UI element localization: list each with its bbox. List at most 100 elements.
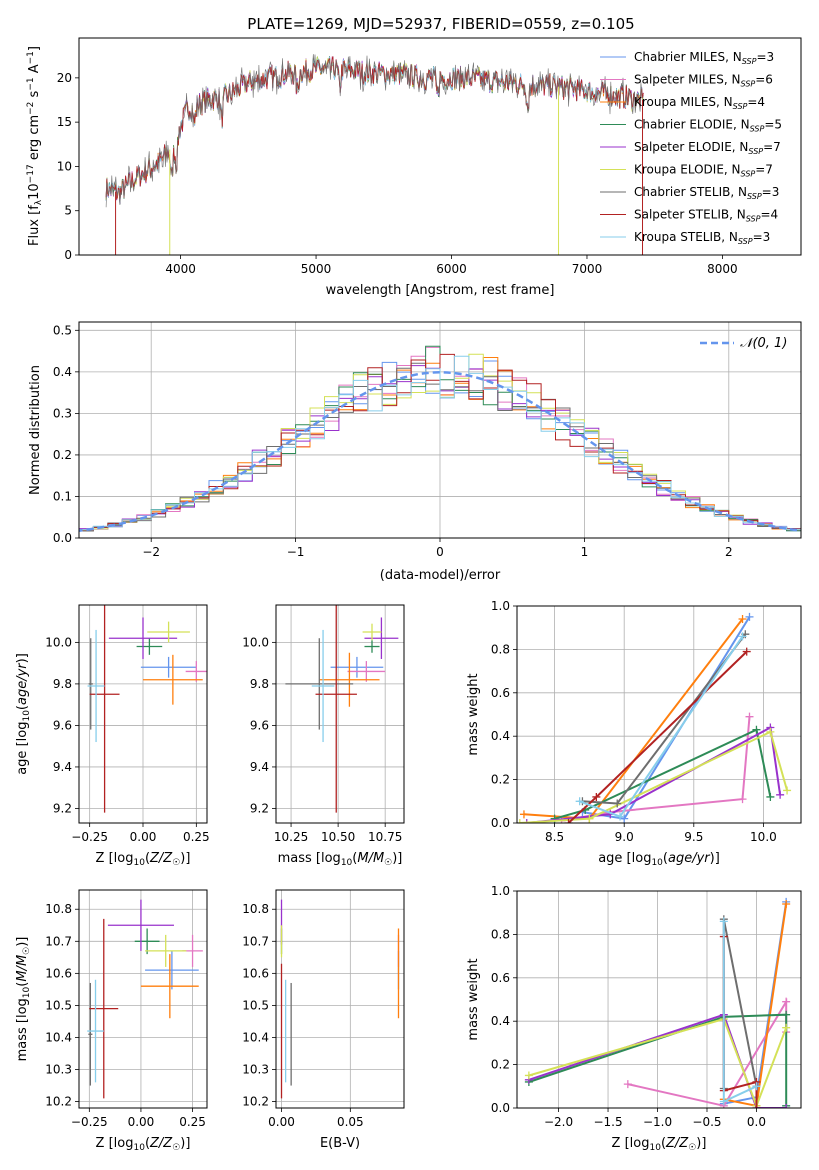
weight-marker — [782, 1023, 791, 1032]
x-tick-label: 0.00 — [130, 830, 157, 844]
chart-residual-histogram: −2 −1 0 1 2 0.0 0.1 0.2 0.3 0.4 0.5 (data-model)/er… — [28, 321, 802, 583]
y-tick-label: 10.5 — [45, 998, 72, 1012]
x-tick-label: 7000 — [572, 262, 603, 276]
spectrum-line — [105, 55, 644, 203]
weight-marker — [738, 615, 747, 624]
y-tick-label: 10.0 — [242, 635, 269, 649]
spectrum-line — [105, 54, 644, 208]
y-tick-label: 10.4 — [45, 1030, 72, 1044]
chart-age-vs-mass: 10.25 10.50 10.75 9.2 9.4 9.6 9.8 10.0 mass [log… — [242, 604, 405, 868]
y-tick-label: 9.8 — [53, 677, 72, 691]
axes-frame — [516, 605, 802, 824]
weight-marker — [752, 725, 761, 734]
legend-entry: Salpeter ELODIE, NSSP=7 — [634, 140, 781, 156]
weight-line — [523, 618, 744, 820]
y-tick-label: 9.6 — [53, 718, 72, 732]
y-tick-label: 0.8 — [491, 642, 510, 656]
weight-marker — [719, 1097, 728, 1106]
legend-entry: Chabrier STELIB, NSSP=3 — [634, 185, 779, 201]
spectrum-line — [105, 55, 644, 201]
y-tick-label: 0.2 — [491, 1058, 510, 1072]
y-tick-label: 0.0 — [53, 531, 72, 545]
plot-area — [524, 897, 791, 1108]
x-axis-label: E(B-V) — [320, 1136, 360, 1151]
weight-marker — [783, 786, 792, 795]
weight-marker — [564, 819, 573, 823]
plot-area — [517, 612, 792, 823]
chart-mass-vs-Z: −0.25 0.00 0.25 10.2 10.3 10.4 10.5 10.6 10.7 10.… — [15, 889, 208, 1153]
x-tick-label: 0.00 — [128, 1115, 155, 1129]
y-tick-label: 0.4 — [53, 365, 72, 379]
x-axis-label: Z [log10(Z/Z☉)] — [612, 1136, 707, 1153]
weight-marker — [752, 1104, 761, 1108]
x-axis-label: Z [log10(Z/Z☉)] — [96, 851, 191, 868]
weight-marker — [592, 792, 601, 801]
legend-entry: Chabrier MILES, NSSP=3 — [634, 50, 774, 66]
y-tick-label: 0.5 — [53, 323, 72, 337]
y-tick-label: 10.3 — [242, 1063, 269, 1077]
y-tick-label: 10.0 — [45, 635, 72, 649]
spectrum-line — [105, 56, 644, 204]
x-tick-label: −2.0 — [544, 1115, 573, 1129]
weight-marker — [745, 712, 754, 721]
weight-marker — [742, 647, 751, 656]
y-tick-label: 20 — [57, 71, 72, 85]
weight-marker — [575, 797, 584, 806]
y-tick-label: 0.2 — [491, 773, 510, 787]
weight-marker — [620, 814, 629, 823]
weight-marker — [585, 814, 594, 823]
x-tick-label: 0 — [436, 545, 444, 559]
chart-mass-vs-ebv: 0.00 0.05 10.2 10.3 10.4 10.5 10.6 10.7 10.8 E(B-… — [242, 889, 405, 1151]
y-tick-label: 10.6 — [242, 966, 269, 980]
y-tick-label: 10.2 — [45, 1095, 72, 1109]
x-axis-label: Z [log10(Z/Z☉)] — [96, 1136, 191, 1153]
weight-marker — [752, 1082, 761, 1091]
y-tick-label: 1.0 — [491, 599, 510, 613]
weight-marker — [524, 1071, 533, 1080]
x-tick-label: 0.00 — [268, 1115, 295, 1129]
weight-marker — [776, 790, 785, 799]
axes-frame — [516, 890, 802, 1109]
y-tick-label: 10.4 — [242, 1030, 269, 1044]
weight-line — [528, 1013, 788, 1106]
x-tick-label: −0.25 — [71, 830, 108, 844]
x-axis-label: age [log10(age/yr)] — [598, 851, 720, 868]
y-tick-label: 9.6 — [250, 718, 269, 732]
x-tick-label: −1.0 — [643, 1115, 672, 1129]
weight-marker — [616, 812, 625, 821]
x-tick-label: 10.50 — [321, 830, 355, 844]
y-tick-label: 0.1 — [53, 489, 72, 503]
x-tick-label: 9.0 — [615, 830, 634, 844]
weight-marker — [517, 819, 524, 823]
legend: Chabrier MILES, NSSP=3 Salpeter MILES, NS… — [600, 50, 782, 246]
legend-entry: Kroupa ELODIE, NSSP=7 — [634, 163, 773, 179]
weight-marker — [766, 792, 775, 801]
y-tick-label: 9.8 — [250, 677, 269, 691]
y-tick-label: 10.2 — [242, 1095, 269, 1109]
legend-entry: Chabrier ELODIE, NSSP=5 — [634, 118, 782, 134]
legend-entry: Kroupa MILES, NSSP=4 — [634, 95, 765, 111]
x-tick-label: −0.25 — [71, 1115, 108, 1129]
legend-entry: Kroupa STELIB, NSSP=3 — [634, 230, 770, 246]
weight-marker — [719, 917, 728, 926]
axes-frame — [78, 37, 802, 256]
y-tick-label: 10.5 — [242, 998, 269, 1012]
y-tick-label: 0.2 — [53, 448, 72, 462]
x-tick-label: 4000 — [165, 262, 196, 276]
y-tick-label: 1.0 — [491, 884, 510, 898]
x-tick-label: 8000 — [707, 262, 738, 276]
y-tick-label: 10.8 — [45, 902, 72, 916]
x-tick-label: 1 — [581, 545, 589, 559]
y-tick-label: 0 — [64, 248, 72, 262]
weight-marker — [745, 612, 754, 621]
axes-frame — [78, 889, 208, 1109]
y-tick-label: 5 — [64, 204, 72, 218]
chart-mass-weight-vs-Z: −2.0 −1.5 −1.0 −0.5 0.0 0.0 0.2 0.4 0.6 0.8 1.0 Z [… — [466, 884, 802, 1153]
x-tick-label: 8.5 — [545, 830, 564, 844]
plot-area — [285, 605, 399, 813]
spectrum-line — [105, 58, 644, 203]
x-tick-label: 0.25 — [183, 830, 210, 844]
chart-age-vs-Z: −0.25 0.00 0.25 9.2 9.4 9.6 9.8 10.0 Z [log10(Z/… — [15, 604, 210, 868]
weight-marker — [782, 1010, 791, 1019]
